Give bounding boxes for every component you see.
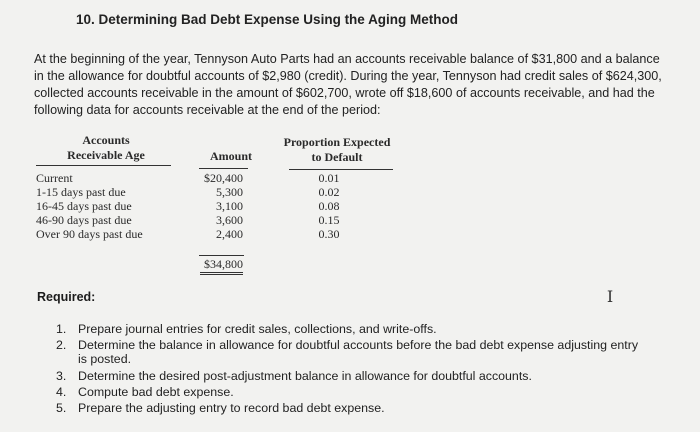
subtotal-rule bbox=[199, 255, 244, 256]
item-text-continued: is posted. bbox=[78, 352, 132, 366]
header-age-line2: Receivable Age bbox=[67, 148, 145, 162]
amount-cell: 3,600 bbox=[216, 213, 243, 227]
item-number: 1. bbox=[56, 322, 67, 336]
item-number: 5. bbox=[56, 401, 67, 415]
header-prop-line2: to Default bbox=[311, 150, 363, 164]
age-cell: Over 90 days past due bbox=[36, 227, 143, 241]
age-cell: Current bbox=[36, 171, 73, 185]
total-amount: $34,800 bbox=[204, 257, 243, 271]
proportion-cell: 0.15 bbox=[318, 213, 340, 227]
item-text: Compute bad debt expense. bbox=[78, 385, 234, 399]
header-age: Accounts Receivable Age bbox=[56, 133, 156, 163]
amount-cell: $20,400 bbox=[204, 171, 243, 185]
header-rule-age bbox=[36, 165, 171, 166]
text-cursor-icon: I bbox=[606, 287, 614, 306]
proportion-cell: 0.02 bbox=[318, 185, 340, 199]
item-number: 3. bbox=[56, 369, 67, 383]
problem-title: 10. Determining Bad Debt Expense Using t… bbox=[76, 12, 459, 27]
item-text: Determine the balance in allowance for d… bbox=[78, 338, 639, 352]
total-double-rule-bottom bbox=[200, 274, 243, 275]
age-cell: 16-45 days past due bbox=[36, 199, 132, 213]
required-heading: Required: bbox=[37, 290, 96, 304]
age-cell: 46-90 days past due bbox=[36, 213, 132, 227]
item-text: Prepare journal entries for credit sales… bbox=[78, 322, 437, 336]
item-text: Prepare the adjusting entry to record ba… bbox=[78, 401, 385, 415]
header-amount: Amount bbox=[209, 149, 252, 163]
header-proportion: Proportion Expected to Default bbox=[272, 135, 402, 165]
header-rule-amount bbox=[199, 168, 248, 169]
amount-cell: 3,100 bbox=[216, 199, 243, 213]
item-text: Determine the desired post-adjustment ba… bbox=[78, 369, 532, 383]
header-rule-proportion bbox=[289, 169, 393, 170]
amount-cell: 5,300 bbox=[216, 185, 243, 199]
header-age-line1: Accounts bbox=[82, 133, 130, 147]
problem-intro: At the beginning of the year, Tennyson A… bbox=[34, 52, 662, 117]
proportion-cell: 0.01 bbox=[318, 171, 340, 185]
amount-cell: 2,400 bbox=[216, 227, 243, 241]
proportion-cell: 0.30 bbox=[318, 227, 340, 241]
header-prop-line1: Proportion Expected bbox=[283, 135, 391, 149]
proportion-cell: 0.08 bbox=[318, 199, 340, 213]
age-cell: 1-15 days past due bbox=[36, 185, 126, 199]
total-double-rule-top bbox=[200, 272, 243, 273]
item-number: 4. bbox=[56, 385, 67, 399]
item-number: 2. bbox=[56, 338, 67, 352]
